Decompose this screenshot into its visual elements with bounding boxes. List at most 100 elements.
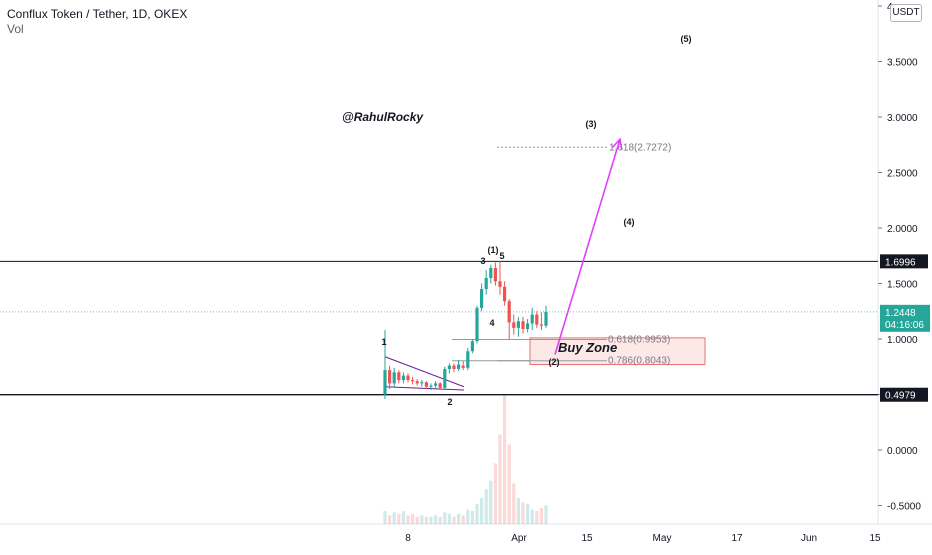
candle-body xyxy=(401,375,405,381)
volume-bar xyxy=(512,483,516,524)
x-tick-label: 15 xyxy=(869,533,881,544)
candle-body xyxy=(411,380,415,382)
wave-label: (1) xyxy=(488,245,499,255)
volume-bar xyxy=(516,498,520,524)
level-price-label: 1.6996 xyxy=(885,257,916,268)
candle-body xyxy=(507,301,511,323)
level-price-tag xyxy=(880,254,928,269)
candle-body xyxy=(383,370,387,395)
volume-bar xyxy=(475,503,479,524)
candle-body xyxy=(544,311,548,326)
volume-bar xyxy=(503,394,507,524)
wave-label: (5) xyxy=(681,34,692,44)
wedge-upper-line xyxy=(384,356,465,388)
volume-bar xyxy=(489,480,493,524)
volume-bar xyxy=(438,516,442,524)
volume-bar xyxy=(544,505,548,524)
candle-body xyxy=(424,382,428,387)
candle-body xyxy=(484,277,488,290)
candle-body xyxy=(539,324,543,326)
volume-bar xyxy=(411,513,415,524)
x-tick-label: May xyxy=(653,533,672,544)
wave-label: (4) xyxy=(624,217,635,227)
candle-body xyxy=(429,385,433,387)
volume-bar xyxy=(434,515,438,524)
volume-bar xyxy=(443,512,447,524)
level-price-label: 0.4979 xyxy=(885,391,916,402)
volume-bar xyxy=(530,509,534,524)
volume-bar xyxy=(498,434,502,524)
y-tick-label: -0.5000 xyxy=(887,502,921,513)
wave-label: (3) xyxy=(586,119,597,129)
watermark-text: @RahulRocky xyxy=(342,110,424,124)
volume-bar xyxy=(420,515,424,524)
x-tick-label: Jun xyxy=(801,533,817,544)
last-price-tag xyxy=(880,304,930,332)
volume-bar xyxy=(535,511,539,524)
symbol-title[interactable]: Conflux Token / Tether, 1D, OKEX xyxy=(7,7,188,21)
x-tick-label: 15 xyxy=(581,533,593,544)
candle-body xyxy=(512,322,516,328)
volume-bar xyxy=(447,513,451,524)
volume-bar xyxy=(507,444,511,524)
fib-level-label: 0.786(0.8043) xyxy=(608,356,670,367)
volume-bar xyxy=(429,516,433,524)
candle-body xyxy=(480,289,484,308)
volume-bar xyxy=(470,511,474,524)
wave-label: 3 xyxy=(480,256,485,266)
volume-bar xyxy=(401,511,405,524)
wave-label: (2) xyxy=(549,357,560,367)
candle-body xyxy=(392,372,396,384)
candle-body xyxy=(530,314,534,324)
y-tick-label: 0.0000 xyxy=(887,446,918,457)
volume-bar xyxy=(415,516,419,524)
candle-body xyxy=(535,314,539,325)
candle-body xyxy=(388,370,392,384)
volume-bar xyxy=(392,512,396,524)
wave-label: 5 xyxy=(499,251,504,261)
bar-countdown-label: 04:16:06 xyxy=(885,320,924,331)
candle-body xyxy=(466,351,470,368)
candle-body xyxy=(475,307,479,342)
candle-body xyxy=(438,383,442,388)
currency-button[interactable]: USDT xyxy=(890,4,922,22)
candle-body xyxy=(503,286,507,302)
volume-bar xyxy=(457,513,461,524)
y-tick-label: 3.5000 xyxy=(887,58,918,69)
candle-body xyxy=(447,365,451,369)
x-tick-label: Apr xyxy=(511,533,527,544)
volume-bar xyxy=(484,489,488,524)
volume-bar xyxy=(424,516,428,524)
candle-body xyxy=(521,321,525,330)
last-price-label: 1.2448 xyxy=(885,308,916,319)
volume-bar xyxy=(480,498,484,524)
candle-body xyxy=(434,383,438,386)
wave-label: 4 xyxy=(489,318,494,328)
candle-body xyxy=(489,267,493,278)
volume-bar xyxy=(461,515,465,524)
level-price-tag xyxy=(880,387,928,402)
volume-bar xyxy=(388,515,392,524)
y-tick-label: 1.5000 xyxy=(887,280,918,291)
volume-bar xyxy=(452,516,456,524)
candle-body xyxy=(443,368,447,388)
projection-arrow-head xyxy=(611,137,623,151)
x-tick-label: 8 xyxy=(405,533,411,544)
volume-indicator-label[interactable]: Vol xyxy=(7,22,24,36)
buy-zone-label: Buy Zone xyxy=(558,340,617,355)
candle-body xyxy=(406,375,410,381)
volume-bar xyxy=(539,508,543,524)
candle-body xyxy=(457,364,461,369)
candle-body xyxy=(397,372,401,381)
fib-level-label: 0.618(0.9953) xyxy=(608,335,670,346)
volume-bar xyxy=(466,509,470,524)
y-tick-label: 2.0000 xyxy=(887,224,918,235)
volume-bar xyxy=(526,503,530,524)
candle-body xyxy=(420,382,424,384)
candle-body xyxy=(461,365,465,368)
fib-level-label: 1.618(2.7272) xyxy=(609,142,671,153)
wedge-lower-line xyxy=(384,386,465,391)
volume-bar xyxy=(397,513,401,524)
